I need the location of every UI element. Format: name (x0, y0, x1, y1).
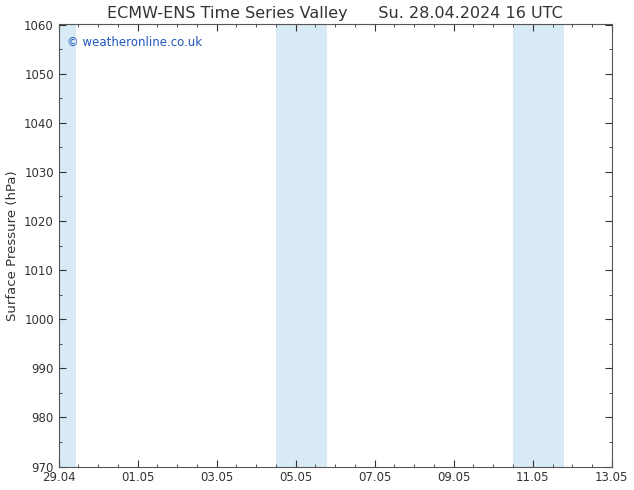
Bar (534, 24, 564, 466)
Y-axis label: Surface Pressure (hPa): Surface Pressure (hPa) (6, 170, 18, 321)
Bar (276, 24, 298, 466)
Bar (57, 24, 77, 466)
Title: ECMW-ENS Time Series Valley      Su. 28.04.2024 16 UTC: ECMW-ENS Time Series Valley Su. 28.04.20… (107, 5, 563, 21)
Bar (513, 24, 534, 466)
Text: © weatheronline.co.uk: © weatheronline.co.uk (67, 36, 202, 49)
Bar (298, 24, 327, 466)
